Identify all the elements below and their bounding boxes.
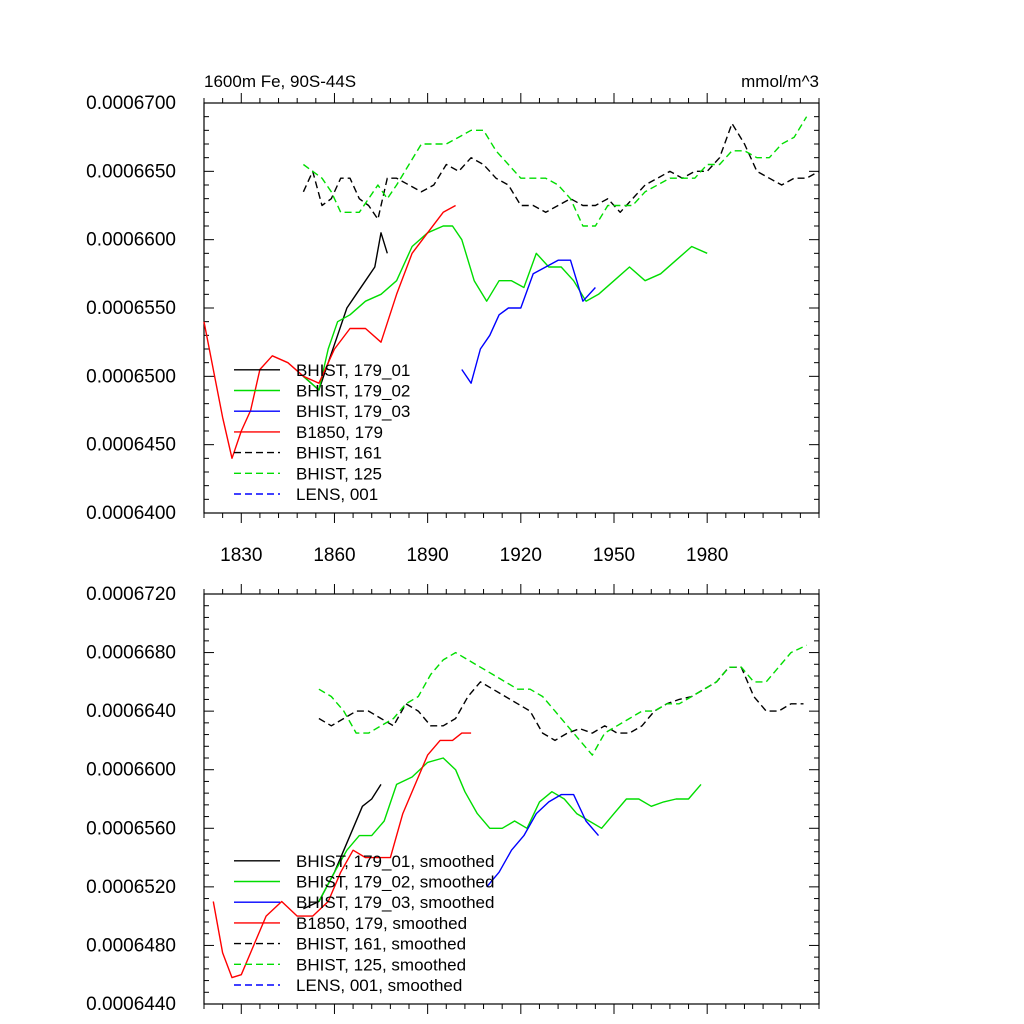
y-tick-label: 0.0006400	[86, 503, 176, 524]
x-tick-label: 1920	[500, 545, 542, 566]
legend-label: B1850, 179, smoothed	[296, 914, 467, 933]
legend-label: BHIST, 179_02	[296, 382, 410, 401]
x-tick-label: 1890	[406, 545, 448, 566]
legend-label: BHIST, 161, smoothed	[296, 935, 466, 954]
legend-label: BHIST, 179_01, smoothed	[296, 852, 494, 871]
x-tick-label: 1980	[686, 545, 728, 566]
x-tick-label: 1860	[313, 545, 355, 566]
series-line-6	[318, 644, 807, 756]
series-line-5	[302, 122, 820, 220]
legend-label: BHIST, 179_03, smoothed	[296, 893, 494, 912]
y-tick-label: 0.0006650	[86, 161, 176, 182]
series-line-2	[302, 225, 708, 391]
units-label: mmol/m^3	[741, 72, 819, 91]
y-tick-label: 0.0006450	[86, 435, 176, 456]
y-tick-label: 0.0006600	[86, 760, 176, 781]
series-line-4	[203, 204, 456, 459]
series-line-4	[212, 732, 472, 979]
legend-label: BHIST, 179_03	[296, 402, 410, 421]
y-tick-label: 0.0006700	[86, 93, 176, 114]
series-line-3	[461, 259, 596, 384]
legend-label: LENS, 001, smoothed	[296, 976, 462, 995]
legend-label: B1850, 179	[296, 423, 383, 442]
y-tick-label: 0.0006680	[86, 643, 176, 664]
panel-2: 0.0006440 0.0006480 0.0006520 0.0006560 0.00…	[86, 584, 820, 1015]
y-tick-label: 0.0006720	[86, 584, 176, 605]
y-tick-label: 0.0006480	[86, 935, 176, 956]
y-tick-label: 0.0006520	[86, 877, 176, 898]
x-tick-label: 1950	[593, 545, 635, 566]
y-tick-label: 0.0006440	[86, 994, 176, 1015]
plot-frame	[203, 593, 820, 1005]
x-tick-label: 1830	[220, 545, 262, 566]
series-line-1	[302, 232, 388, 391]
series-line-3	[486, 793, 600, 888]
series-line-5	[318, 666, 804, 742]
series-line-6	[302, 116, 808, 227]
y-tick-label: 0.0006500	[86, 366, 176, 387]
y-tick-label: 0.0006560	[86, 818, 176, 839]
y-tick-label: 0.0006550	[86, 298, 176, 319]
legend: BHIST, 179_01, smoothed BHIST, 179_02, sm…	[234, 852, 494, 995]
chart-title: 1600m Fe, 90S-44S	[204, 72, 356, 91]
legend-label: LENS, 001	[296, 485, 378, 504]
legend-label: BHIST, 125	[296, 464, 382, 483]
panel-1: 1600m Fe, 90S-44S mmol/m^3 0.0006400 0.0006…	[86, 72, 820, 566]
legend-label: BHIST, 179_02, smoothed	[296, 873, 494, 892]
series-line-2	[318, 757, 702, 902]
legend-label: BHIST, 161	[296, 444, 382, 463]
y-tick-label: 0.0006640	[86, 701, 176, 722]
legend-label: BHIST, 179_01	[296, 361, 410, 380]
legend-label: BHIST, 125, smoothed	[296, 955, 466, 974]
y-tick-label: 0.0006600	[86, 230, 176, 251]
